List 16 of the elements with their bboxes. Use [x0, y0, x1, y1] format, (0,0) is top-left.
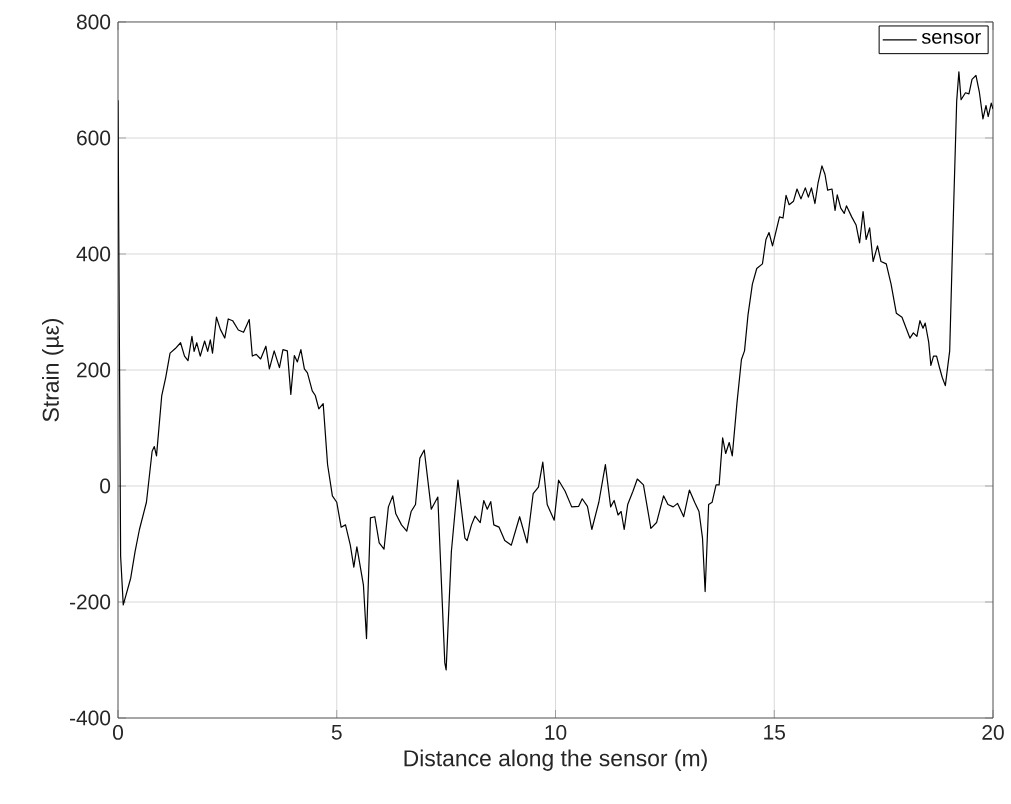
- x-tick-label: 0: [112, 725, 123, 740]
- x-axis-title: Distance along the sensor (m): [404, 749, 707, 771]
- y-tick-label: -400: [70, 710, 111, 726]
- legend-label: sensor: [921, 32, 981, 44]
- y-tick-label: 800: [76, 14, 111, 30]
- y-axis-title: Strain (µε): [42, 318, 64, 422]
- y-tick-label: 200: [77, 362, 111, 378]
- x-tick-label: 5: [331, 725, 342, 740]
- x-tick-label: 10: [545, 725, 567, 740]
- x-tick-label: 15: [764, 725, 785, 740]
- x-tick-label: 20: [982, 725, 1004, 740]
- y-tick-label: 600: [77, 130, 111, 146]
- line-series: [118, 71, 994, 671]
- y-tick-label: -200: [70, 594, 111, 610]
- y-tick-label: 400: [76, 246, 111, 262]
- y-tick-label: 0: [100, 478, 111, 494]
